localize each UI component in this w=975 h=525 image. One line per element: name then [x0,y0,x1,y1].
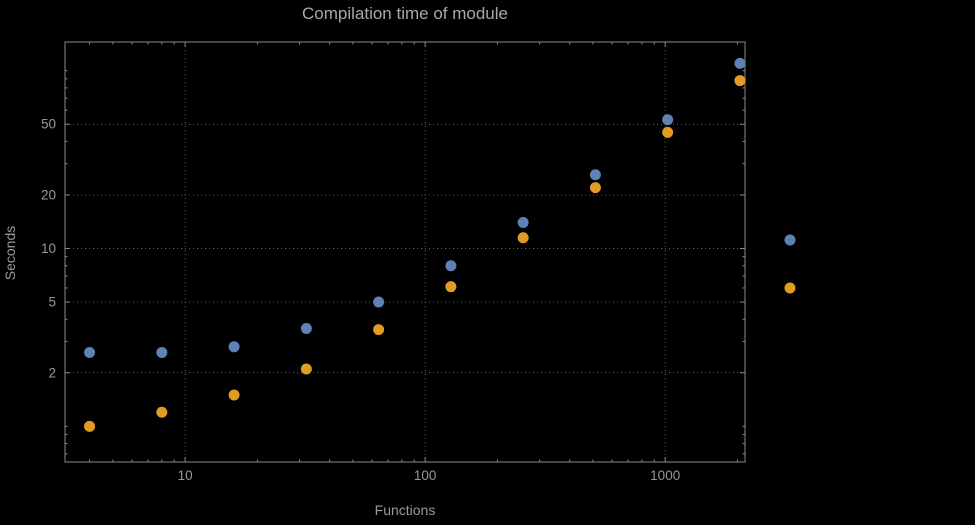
data-point-orange [84,420,96,432]
data-point-blue [662,114,674,126]
x-tick-label: 10 [178,468,193,483]
y-tick-label: 20 [41,187,56,202]
data-point-blue [156,347,168,359]
data-point-blue [517,217,529,229]
data-point-blue [84,347,96,359]
x-tick-label: 100 [414,468,437,483]
data-point-orange [228,389,240,401]
data-point-blue [300,322,312,334]
data-point-orange [734,75,746,87]
legend-marker-orange [784,282,796,294]
data-point-orange [662,126,674,138]
legend-marker-blue [784,234,796,246]
y-tick-label: 5 [48,295,56,310]
data-point-orange [373,324,385,336]
y-tick-label: 2 [48,365,56,380]
data-point-orange [445,281,457,293]
y-axis-label: Seconds [2,225,18,281]
data-point-orange [156,406,168,418]
x-tick-label: 1000 [650,468,680,483]
data-point-blue [589,169,601,181]
data-point-orange [517,232,529,244]
plot-frame [64,41,746,463]
data-point-blue [228,341,240,353]
chart-title: Compilation time of module [302,4,508,23]
data-point-orange [300,363,312,375]
y-tick-label: 50 [41,117,56,132]
data-point-blue [373,296,385,308]
data-point-orange [589,182,601,194]
x-axis-label: Functions [374,502,436,518]
data-point-blue [445,260,457,272]
data-point-blue [734,57,746,69]
y-tick-label: 10 [41,241,56,256]
